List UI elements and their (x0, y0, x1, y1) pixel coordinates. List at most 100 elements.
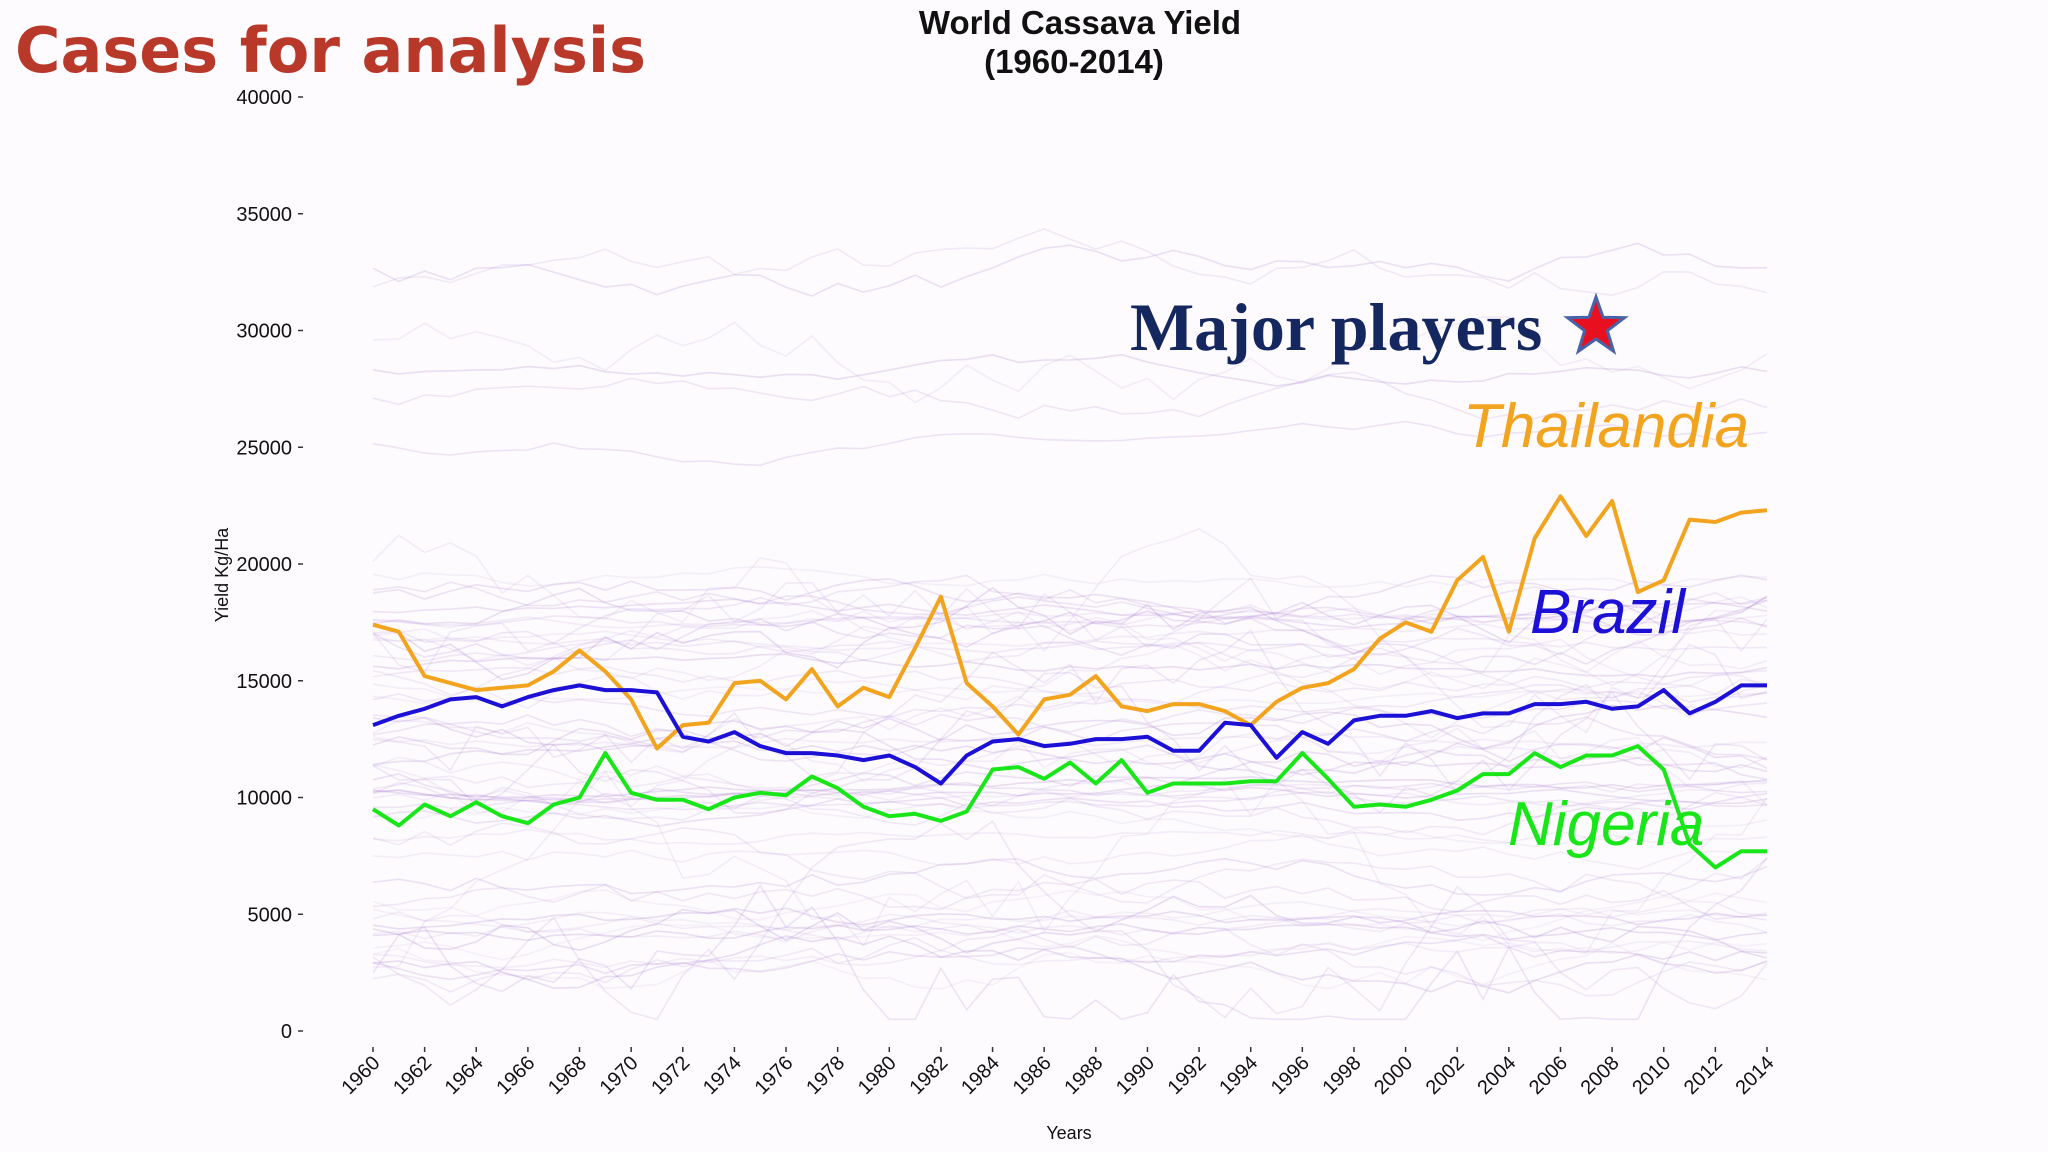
background-line (372, 420, 1768, 467)
background-line (372, 926, 1768, 997)
series-line-brazil (372, 683, 1767, 786)
x-tick-label: 1994 (1215, 1052, 1262, 1099)
background-line (372, 781, 1768, 836)
background-line (372, 907, 1768, 930)
background-line (372, 671, 1768, 815)
thailandia-label: Thailandia (1463, 392, 1749, 461)
star-icon (1563, 292, 1629, 356)
background-line (372, 727, 1768, 772)
x-tick-label: 2008 (1577, 1052, 1624, 1099)
background-line (372, 783, 1768, 805)
x-tick-label: 1992 (1164, 1052, 1211, 1099)
slide-title: Cases for analysis (15, 14, 647, 87)
background-line (372, 566, 1768, 588)
background-line (372, 736, 1768, 792)
y-tick-label: 35000 (236, 204, 292, 226)
background-line (372, 889, 1768, 942)
background-line (372, 828, 1768, 845)
background-line (372, 923, 1768, 961)
background-line (372, 749, 1768, 803)
background-line (372, 638, 1768, 710)
background-line (372, 353, 1768, 387)
background-line (372, 636, 1768, 699)
background-line (372, 623, 1768, 652)
y-tick-label: 15000 (236, 671, 292, 693)
background-line (372, 775, 1768, 807)
background-country-lines (372, 228, 1768, 1021)
y-tick-label: 5000 (248, 904, 293, 926)
x-tick-label: 1986 (1009, 1052, 1056, 1099)
background-line (372, 242, 1768, 297)
background-line (372, 909, 1768, 943)
background-line (372, 629, 1768, 795)
background-line (372, 727, 1768, 814)
background-line (372, 612, 1768, 629)
background-line (372, 581, 1768, 621)
y-tick-label: 30000 (236, 321, 292, 343)
x-tick-label: 1964 (441, 1052, 488, 1099)
y-tick-label: 20000 (236, 554, 292, 576)
background-line (372, 791, 1768, 811)
x-tick-label: 2002 (1422, 1052, 1469, 1099)
x-axis: 1960 1962 1964 1966 1968 1970 1972 1974 1976 1978… (338, 1047, 1779, 1099)
background-line (372, 942, 1768, 990)
background-line (372, 734, 1768, 776)
x-tick-label: 1978 (802, 1052, 849, 1099)
background-line (372, 527, 1768, 678)
y-tick-label: 10000 (236, 788, 292, 810)
x-tick-label: 1960 (338, 1052, 385, 1099)
background-line (372, 693, 1768, 719)
background-line (372, 228, 1768, 297)
background-line (372, 857, 1768, 896)
background-line (372, 820, 1768, 1021)
chart-title: World Cassava Yield (919, 4, 1241, 41)
background-line (372, 801, 1768, 848)
x-tick-label: 2004 (1473, 1052, 1520, 1099)
major-players-label: Major players (1130, 289, 1542, 365)
brazil-label: Brazil (1530, 578, 1687, 647)
background-line (372, 878, 1768, 921)
background-line (372, 923, 1768, 942)
background-line (372, 598, 1768, 629)
background-line (372, 935, 1768, 994)
x-tick-label: 2006 (1525, 1052, 1572, 1099)
y-axis: 0 5000 10000 15000 20000 25000 30000 35000 40000 (236, 87, 303, 1043)
y-tick-label: 0 (281, 1021, 292, 1043)
background-line (372, 574, 1768, 656)
background-line (372, 714, 1768, 763)
background-line (372, 577, 1768, 734)
background-line (372, 574, 1768, 620)
x-tick-label: 1966 (492, 1052, 539, 1099)
background-line (372, 610, 1768, 629)
y-axis-title: Yield Kg/Ha (212, 527, 232, 622)
x-tick-label: 1982 (905, 1052, 952, 1099)
background-line (372, 894, 1768, 954)
x-tick-label: 2012 (1680, 1052, 1727, 1099)
x-tick-label: 2014 (1732, 1052, 1779, 1099)
background-line (372, 901, 1768, 931)
x-tick-label: 2000 (1370, 1052, 1417, 1099)
x-axis-title: Years (1046, 1123, 1091, 1143)
x-tick-label: 1974 (699, 1052, 746, 1099)
nigeria-label: Nigeria (1508, 790, 1704, 859)
series-line-thailandia (372, 494, 1768, 751)
x-tick-label: 1998 (1318, 1052, 1365, 1099)
x-tick-label: 1962 (389, 1052, 436, 1099)
x-tick-label: 1976 (751, 1052, 798, 1099)
chart-subtitle: (1960-2014) (984, 43, 1164, 80)
background-line (372, 653, 1768, 678)
x-tick-label: 1988 (1060, 1052, 1107, 1099)
background-line (372, 617, 1768, 666)
background-line (372, 683, 1768, 753)
x-tick-label: 1996 (1267, 1052, 1314, 1099)
background-line (372, 900, 1768, 941)
background-line (372, 857, 1768, 1021)
highlighted-series (371, 494, 1768, 870)
background-line (372, 782, 1768, 809)
x-tick-label: 1990 (1112, 1052, 1159, 1099)
background-line (372, 770, 1768, 969)
background-line (372, 670, 1768, 754)
background-line (372, 775, 1768, 799)
background-line (372, 934, 1768, 981)
